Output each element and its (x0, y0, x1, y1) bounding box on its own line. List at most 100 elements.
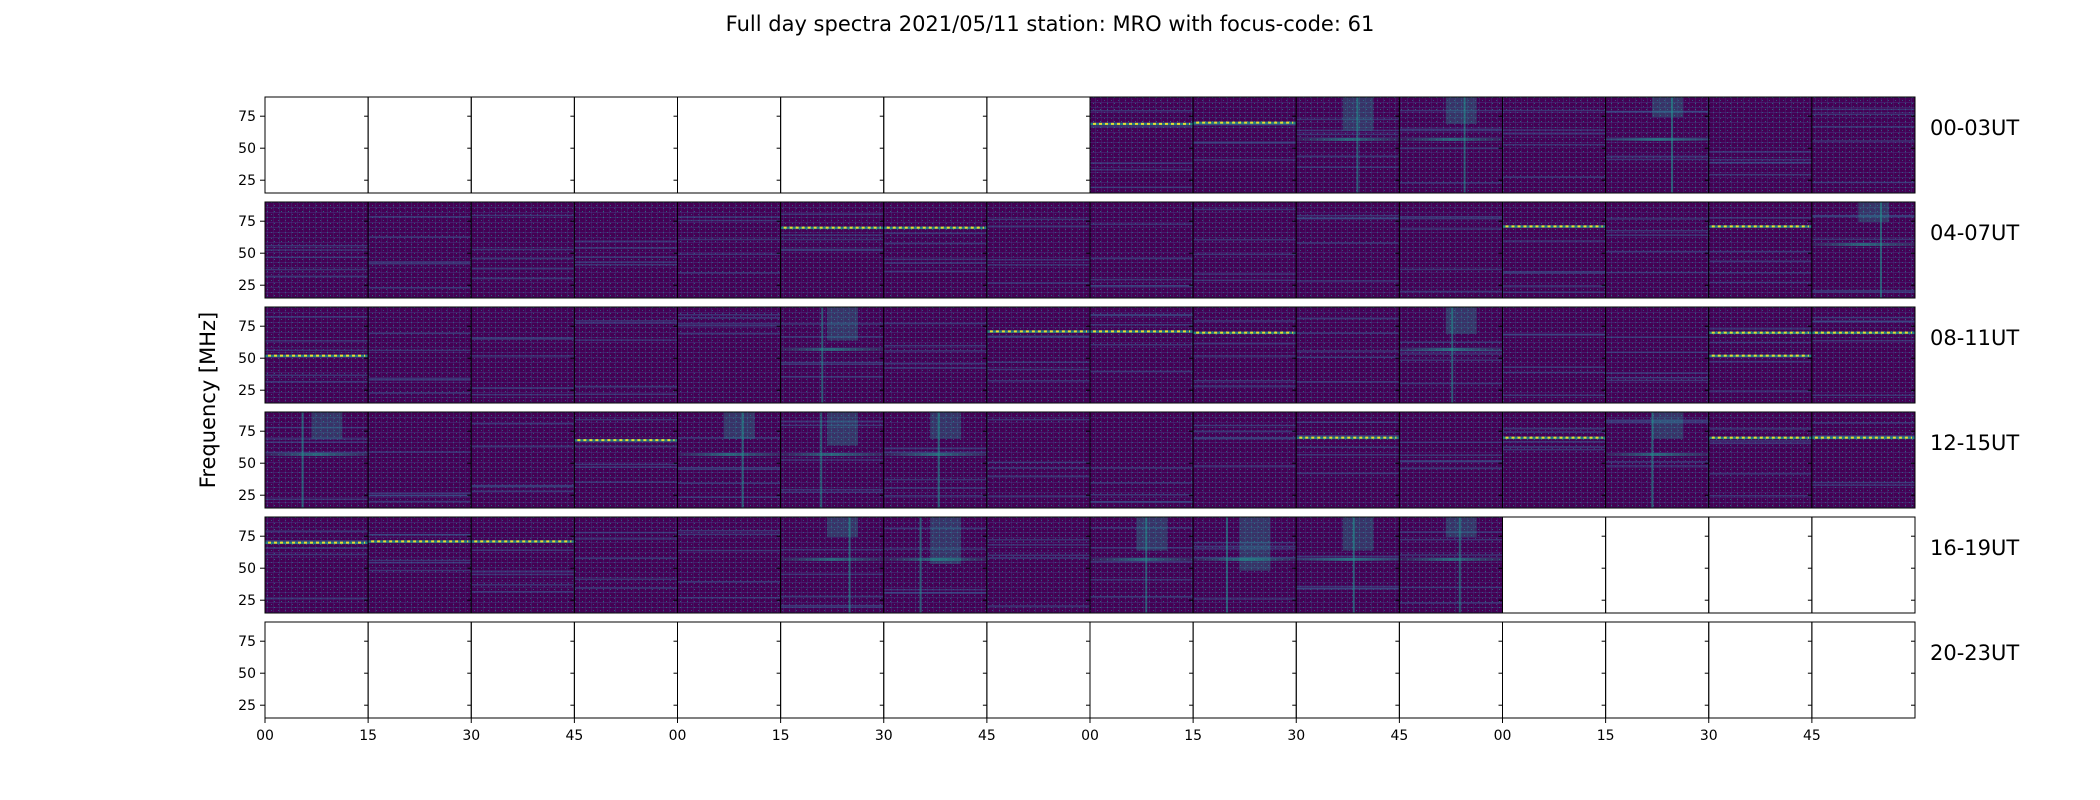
spectrum-bright-region (827, 307, 858, 341)
spectrum-band (986, 264, 1090, 266)
spectrum-band (677, 314, 781, 316)
spectrum-band (780, 488, 884, 491)
spectrum-band (1605, 376, 1709, 379)
spectrum-bright-band (1090, 557, 1194, 561)
spectrum-band (574, 240, 678, 243)
spectrum-band (677, 272, 781, 274)
spectrum-band (1090, 370, 1194, 373)
spectrum-panel (1811, 201, 1916, 299)
spectrum-band (1193, 424, 1297, 427)
y-tick-label: 75 (238, 319, 256, 335)
spectrum-band (1502, 291, 1606, 293)
spectrum-panel (573, 411, 678, 509)
spectrum-band (1296, 317, 1400, 320)
spectrum-band (1811, 339, 1915, 342)
spectrum-band (1708, 272, 1812, 274)
spectrum-band (1296, 129, 1400, 132)
spectrum-bright-region (723, 412, 755, 439)
spectrum-band (471, 387, 575, 389)
spectrum-panel (1502, 621, 1607, 719)
spectrum-band (677, 466, 781, 469)
x-tick-label: 45 (978, 728, 996, 744)
spectrum-band (471, 393, 575, 396)
spectrum-panel (780, 516, 885, 614)
panel-frame (573, 621, 678, 719)
spectrum-bright-region (311, 412, 343, 439)
spectrum-speckle (1708, 202, 1812, 298)
spectrum-panel (1605, 96, 1710, 194)
spectrum-band (780, 361, 884, 364)
spectrum-band (1193, 141, 1297, 143)
spectrum-band (1296, 453, 1400, 456)
spectrum-band (1296, 133, 1400, 136)
spectrum-panel (1708, 411, 1813, 509)
spectrum-band (883, 362, 987, 365)
y-tick-label: 75 (238, 634, 256, 650)
spectrum-bright-band (1296, 137, 1400, 141)
spectrum-bright-column (1451, 307, 1454, 403)
spectrum-band (1502, 448, 1606, 451)
y-tick-label: 25 (238, 173, 256, 189)
spectrum-band (1296, 472, 1400, 475)
spectrum-speckle (471, 307, 575, 403)
spectrum-band (1399, 586, 1503, 589)
spectrum-speckle (1399, 517, 1503, 613)
spectrum-speckle (1502, 412, 1606, 508)
x-tick-label: 15 (1184, 728, 1202, 744)
spectrum-panel (367, 411, 472, 509)
spectrum-panel (677, 516, 782, 614)
spectrum-band (368, 500, 472, 503)
spectrum-band (986, 368, 1090, 371)
spectrum-panel (883, 96, 988, 194)
spectrum-band (471, 337, 575, 339)
spectrum-band (1708, 440, 1812, 442)
panel-frame (1295, 621, 1400, 719)
spectrum-band (1296, 166, 1400, 168)
spectrum-band (986, 336, 1090, 338)
spectrum-band (1090, 595, 1194, 598)
spectrum-band (883, 350, 987, 352)
spectrum-band (574, 418, 678, 421)
spectrum-band (677, 581, 781, 583)
x-tick-label: 45 (1390, 728, 1408, 744)
spectrum-band (1502, 143, 1606, 146)
y-tick-label: 75 (238, 529, 256, 545)
spectrum-panel (1605, 306, 1710, 404)
spectrum-band (780, 363, 884, 365)
spectrum-speckle (1811, 307, 1915, 403)
spectrum-band (883, 262, 987, 264)
spectrum-band (1090, 223, 1194, 225)
spectrum-band (986, 461, 1090, 464)
spectrum-band (1811, 291, 1915, 293)
spectrum-panel (986, 411, 1091, 509)
spectrum-band (1811, 316, 1915, 319)
spectrum-band (471, 590, 575, 593)
spectrum-band (1708, 428, 1812, 430)
spectrum-band (1193, 342, 1297, 345)
spectrum-bright-band (780, 452, 884, 456)
spectrum-bright-column (919, 517, 922, 613)
spectrum-band (986, 380, 1090, 382)
spectrum-band (883, 527, 987, 530)
spectrum-speckle (1811, 202, 1915, 298)
spectrum-band (883, 451, 987, 453)
spectrum-speckle (780, 307, 884, 403)
spectrum-panel (1708, 96, 1813, 194)
panel-frame (264, 96, 369, 194)
spectrum-band (1605, 229, 1709, 232)
spectrum-speckle (1193, 97, 1297, 193)
panel-frame (780, 621, 885, 719)
spectrum-panel (1398, 306, 1503, 404)
spectrum-panel (1192, 96, 1297, 194)
spectrum-panel (367, 96, 472, 194)
spectrum-panel (1502, 96, 1607, 194)
panel-frame (367, 621, 472, 719)
spectrum-panel (1295, 306, 1400, 404)
spectrum-band (265, 380, 369, 383)
spectrum-panel (573, 306, 678, 404)
spectrum-bright-band (883, 557, 987, 561)
spectrum-speckle (1399, 412, 1503, 508)
spectrum-bright-band (1605, 452, 1709, 456)
spectrum-band (677, 482, 781, 484)
